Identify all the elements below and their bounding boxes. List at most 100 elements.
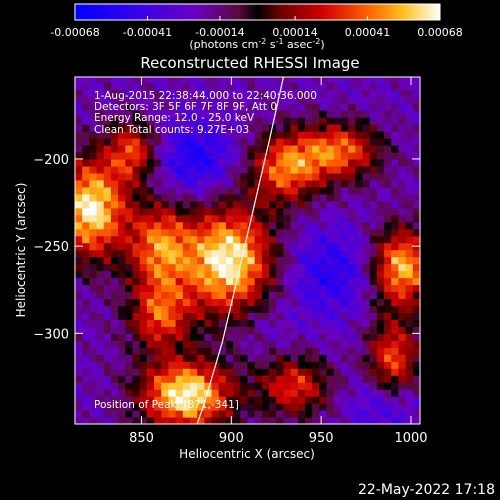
- heatmap-cell: [132, 228, 141, 237]
- heatmap-cell: [297, 117, 306, 125]
- heatmap-cell: [362, 103, 371, 111]
- heatmap-cell: [326, 145, 335, 153]
- heatmap-cell: [305, 256, 313, 265]
- heatmap-cell: [240, 207, 249, 216]
- heatmap-cell: [283, 368, 292, 376]
- heatmap-cell: [161, 124, 170, 132]
- heatmap-cell: [312, 291, 320, 300]
- heatmap-cell: [247, 375, 256, 383]
- heatmap-cell: [110, 340, 119, 348]
- heatmap-cell: [269, 77, 277, 83]
- heatmap-cell: [348, 228, 356, 237]
- heatmap-cell: [369, 368, 378, 376]
- heatmap-cell: [326, 214, 335, 223]
- heatmap-cell: [110, 207, 119, 216]
- heatmap-cell: [261, 103, 270, 111]
- heatmap-cell: [362, 256, 371, 265]
- heatmap-cell: [96, 138, 105, 146]
- heatmap-cell: [96, 179, 105, 188]
- heatmap-cell: [305, 382, 313, 390]
- heatmap-cell: [348, 333, 356, 341]
- heatmap-cell: [247, 186, 256, 195]
- heatmap-cell: [384, 221, 392, 230]
- heatmap-cell: [247, 277, 256, 286]
- heatmap-cell: [204, 361, 213, 369]
- heatmap-cell: [110, 403, 119, 411]
- heatmap-cell: [348, 89, 356, 97]
- heatmap-cell: [125, 117, 134, 125]
- heatmap-cell: [82, 200, 90, 209]
- heatmap-cell: [125, 417, 134, 424]
- heatmap-cell: [154, 186, 162, 195]
- heatmap-cell: [405, 382, 414, 390]
- heatmap-cell: [190, 214, 198, 223]
- heatmap-cell: [261, 277, 270, 286]
- heatmap-cell: [75, 263, 83, 272]
- heatmap-cell: [376, 172, 385, 181]
- heatmap-cell: [118, 200, 126, 209]
- heatmap-cell: [376, 375, 385, 383]
- heatmap-cell: [247, 403, 256, 411]
- heatmap-cell: [240, 214, 249, 223]
- heatmap-cell: [319, 207, 328, 216]
- heatmap-cell: [96, 158, 105, 167]
- heatmap-cell: [190, 110, 198, 118]
- heatmap-cell: [89, 298, 98, 307]
- heatmap-cell: [197, 124, 205, 132]
- heatmap-cell: [247, 124, 256, 132]
- heatmap-cell: [333, 145, 342, 153]
- heatmap-cell: [110, 263, 119, 272]
- heatmap-cell: [182, 333, 191, 341]
- heatmap-cell: [225, 89, 234, 97]
- heatmap-cell: [75, 375, 83, 383]
- heatmap-cell: [276, 165, 285, 174]
- heatmap-cell: [233, 284, 241, 293]
- heatmap-cell: [82, 396, 90, 404]
- heatmap-cell: [132, 284, 141, 293]
- heatmap-cell: [154, 417, 162, 424]
- heatmap-cell: [376, 145, 385, 153]
- heatmap-cell: [211, 256, 220, 265]
- heatmap-cell: [398, 403, 407, 411]
- heatmap-cell: [391, 103, 400, 111]
- heatmap-cell: [333, 158, 342, 167]
- heatmap-cell: [225, 298, 234, 307]
- heatmap-cell: [240, 270, 249, 279]
- heatmap-cell: [110, 319, 119, 327]
- heatmap-cell: [182, 77, 191, 83]
- heatmap-cell: [103, 124, 112, 132]
- heatmap-cell: [391, 403, 400, 411]
- heatmap-cell: [362, 361, 371, 369]
- heatmap-cell: [283, 221, 292, 230]
- heatmap-cell: [240, 326, 249, 334]
- heatmap-cell: [190, 131, 198, 139]
- heatmap-cell: [204, 375, 213, 383]
- heatmap-cell: [110, 361, 119, 369]
- heatmap-cell: [125, 151, 134, 160]
- heatmap-cell: [384, 200, 392, 209]
- heatmap-cell: [340, 200, 349, 209]
- heatmap-cell: [326, 193, 335, 202]
- heatmap-cell: [376, 221, 385, 230]
- heatmap-cell: [283, 110, 292, 118]
- heatmap-cell: [132, 158, 141, 167]
- heatmap-cell: [276, 375, 285, 383]
- heatmap-cell: [175, 228, 184, 237]
- heatmap-cell: [376, 347, 385, 355]
- heatmap-cell: [103, 165, 112, 174]
- heatmap-cell: [190, 270, 198, 279]
- heatmap-cell: [182, 340, 191, 348]
- heatmap-cell: [218, 214, 227, 223]
- heatmap-cell: [96, 117, 105, 125]
- heatmap-cell: [146, 110, 155, 118]
- heatmap-cell: [125, 291, 134, 300]
- heatmap-cell: [312, 228, 320, 237]
- heatmap-cell: [197, 326, 205, 334]
- heatmap-cell: [305, 284, 313, 293]
- heatmap-cell: [233, 228, 241, 237]
- heatmap-cell: [355, 207, 364, 216]
- heatmap-cell: [118, 235, 126, 244]
- heatmap-cell: [168, 200, 177, 209]
- heatmap-cell: [190, 410, 198, 418]
- heatmap-cell: [132, 277, 141, 286]
